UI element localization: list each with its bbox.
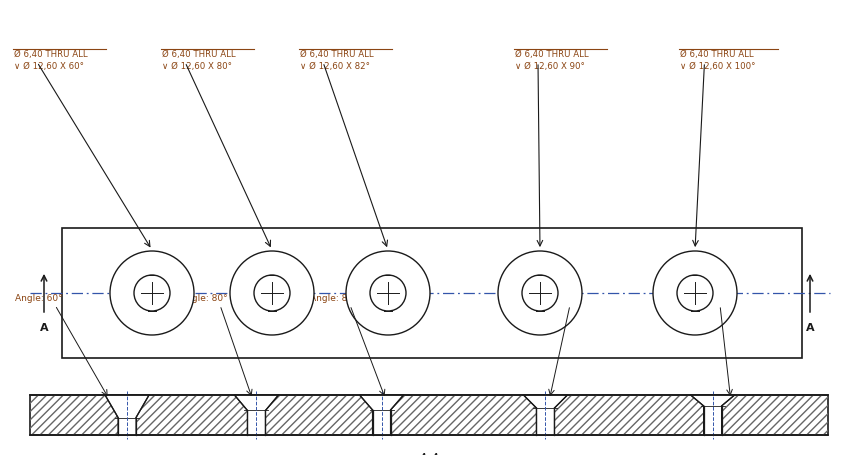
Polygon shape: [524, 395, 568, 435]
Text: ∨ Ø 12,60 X 100°: ∨ Ø 12,60 X 100°: [680, 62, 755, 71]
Polygon shape: [105, 395, 149, 435]
Circle shape: [110, 251, 194, 335]
Polygon shape: [235, 395, 279, 435]
Polygon shape: [359, 395, 403, 435]
Text: ∨ Ø 12,60 X 80°: ∨ Ø 12,60 X 80°: [162, 62, 232, 71]
Text: Angle: 82°: Angle: 82°: [310, 294, 358, 303]
Circle shape: [370, 275, 406, 311]
Circle shape: [677, 275, 713, 311]
Circle shape: [653, 251, 737, 335]
Circle shape: [522, 275, 558, 311]
Text: Ø 6,40 THRU ALL: Ø 6,40 THRU ALL: [14, 50, 88, 59]
Text: A: A: [806, 323, 814, 333]
Text: Angle: 60°: Angle: 60°: [15, 294, 63, 303]
Bar: [62, 228, 802, 358]
Text: ∨ Ø 12,60 X 60°: ∨ Ø 12,60 X 60°: [14, 62, 84, 71]
Text: Ø 6,40 THRU ALL: Ø 6,40 THRU ALL: [515, 50, 588, 59]
Text: ∨ Ø 12,60 X 90°: ∨ Ø 12,60 X 90°: [515, 62, 585, 71]
Text: Ø 6,40 THRU ALL: Ø 6,40 THRU ALL: [300, 50, 373, 59]
Text: Angle: 90°: Angle: 90°: [530, 294, 578, 303]
Circle shape: [134, 275, 170, 311]
Circle shape: [346, 251, 430, 335]
Circle shape: [230, 251, 314, 335]
Bar: [30, 395, 828, 435]
Bar: [30, 395, 828, 435]
Polygon shape: [691, 395, 734, 435]
Circle shape: [498, 251, 582, 335]
Text: A-A: A-A: [418, 452, 439, 455]
Text: ∨ Ø 12,60 X 82°: ∨ Ø 12,60 X 82°: [300, 62, 370, 71]
Text: A: A: [40, 323, 48, 333]
Text: Ø 6,40 THRU ALL: Ø 6,40 THRU ALL: [680, 50, 753, 59]
Text: Angle: 100°: Angle: 100°: [680, 294, 734, 303]
Text: Angle: 80°: Angle: 80°: [180, 294, 228, 303]
Text: Ø 6,40 THRU ALL: Ø 6,40 THRU ALL: [162, 50, 236, 59]
Circle shape: [254, 275, 290, 311]
